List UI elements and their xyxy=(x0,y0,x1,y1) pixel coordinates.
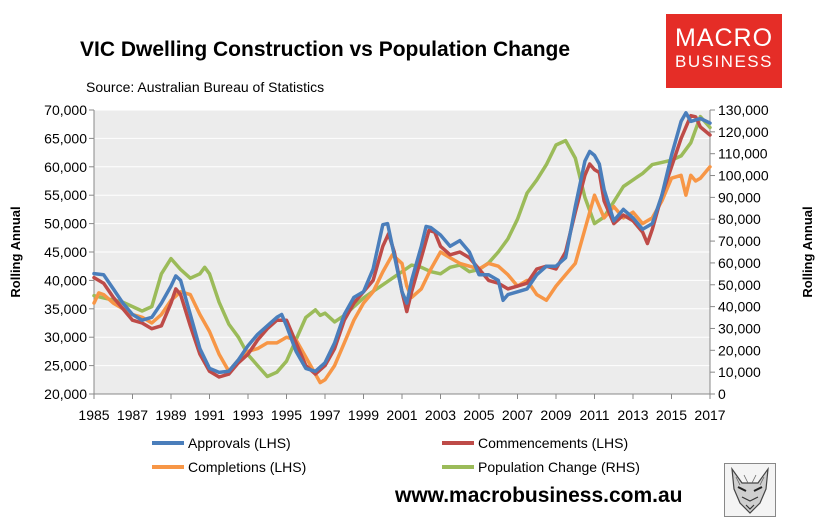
legend-label-3: Population Change (RHS) xyxy=(478,459,640,475)
x-tick-label: 2003 xyxy=(425,407,456,423)
chart-subtitle: Source: Australian Bureau of Statistics xyxy=(86,79,325,95)
legend-label-1: Commencements (LHS) xyxy=(478,435,628,451)
series-line-2 xyxy=(92,165,712,385)
legend: Approvals (LHS) Commencements (LHS) Comple… xyxy=(152,435,640,475)
y-right-tick-label: 50,000 xyxy=(718,277,761,293)
y-left-tick-label: 50,000 xyxy=(44,216,87,232)
y-right-tick-label: 120,000 xyxy=(718,124,769,140)
y-axis-left-label: Rolling Annual xyxy=(8,206,23,297)
macrobusiness-logo: MACRO BUSINESS xyxy=(666,14,782,88)
x-tick-label: 2015 xyxy=(656,407,687,423)
y-left-tick-label: 55,000 xyxy=(44,187,87,203)
y-left-tick-label: 40,000 xyxy=(44,272,87,288)
fox-logo-icon xyxy=(724,463,776,517)
y-right-tick-label: 20,000 xyxy=(718,342,761,358)
series-line-1 xyxy=(92,113,712,379)
y-axis-right-label: Rolling Annual xyxy=(800,206,815,297)
y-right-tick-label: 80,000 xyxy=(718,211,761,227)
legend-label-2: Completions (LHS) xyxy=(188,459,306,475)
x-tick-label: 1985 xyxy=(78,407,109,423)
y-right-tick-label: 90,000 xyxy=(718,189,761,205)
footer-url: www.macrobusiness.com.au xyxy=(395,484,683,507)
x-tick-label: 2001 xyxy=(386,407,417,423)
y-right-tick-label: 110,000 xyxy=(718,146,768,162)
y-left-tick-label: 45,000 xyxy=(44,244,87,260)
x-tick-label: 2011 xyxy=(579,407,609,423)
y-left-tick-label: 35,000 xyxy=(44,301,87,317)
x-tick-label: 2009 xyxy=(540,407,571,423)
y-right-tick-label: 10,000 xyxy=(718,364,761,380)
x-tick-label: 2013 xyxy=(617,407,648,423)
y-left-tick-label: 70,000 xyxy=(44,102,87,118)
x-tick-label: 2007 xyxy=(502,407,533,423)
axes: 20,000 25,000 30,000 35,000 40,000 45,000 50,0… xyxy=(44,102,769,423)
y-right-tick-label: 30,000 xyxy=(718,320,761,336)
y-left-tick-label: 25,000 xyxy=(44,358,87,374)
y-right-tick-label: 70,000 xyxy=(718,233,761,249)
x-tick-label: 1999 xyxy=(348,407,379,423)
x-tick-label: 1993 xyxy=(232,407,263,423)
y-left-tick-label: 65,000 xyxy=(44,130,87,146)
x-tick-label: 1987 xyxy=(117,407,148,423)
y-right-tick-label: 130,000 xyxy=(718,102,769,118)
x-tick-label: 1991 xyxy=(194,407,225,423)
y-right-tick-label: 100,000 xyxy=(718,168,769,184)
logo-line-2: BUSINESS xyxy=(675,52,773,71)
logo-line-1: MACRO xyxy=(674,24,774,52)
y-left-tick-label: 60,000 xyxy=(44,159,87,175)
y-right-tick-label: 40,000 xyxy=(718,299,761,315)
x-tick-label: 1995 xyxy=(271,407,302,423)
legend-label-0: Approvals (LHS) xyxy=(188,435,291,451)
y-right-tick-label: 60,000 xyxy=(718,255,761,271)
x-tick-label: 1997 xyxy=(309,407,340,423)
y-left-tick-label: 30,000 xyxy=(44,329,87,345)
y-right-tick-label: 0 xyxy=(718,386,726,402)
chart-title: VIC Dwelling Construction vs Population … xyxy=(80,38,571,61)
x-tick-label: 2017 xyxy=(694,407,725,423)
x-tick-label: 1989 xyxy=(155,407,186,423)
y-left-tick-label: 20,000 xyxy=(44,386,87,402)
x-tick-label: 2005 xyxy=(463,407,494,423)
series-line-0 xyxy=(92,111,712,375)
series-lines xyxy=(92,111,712,385)
